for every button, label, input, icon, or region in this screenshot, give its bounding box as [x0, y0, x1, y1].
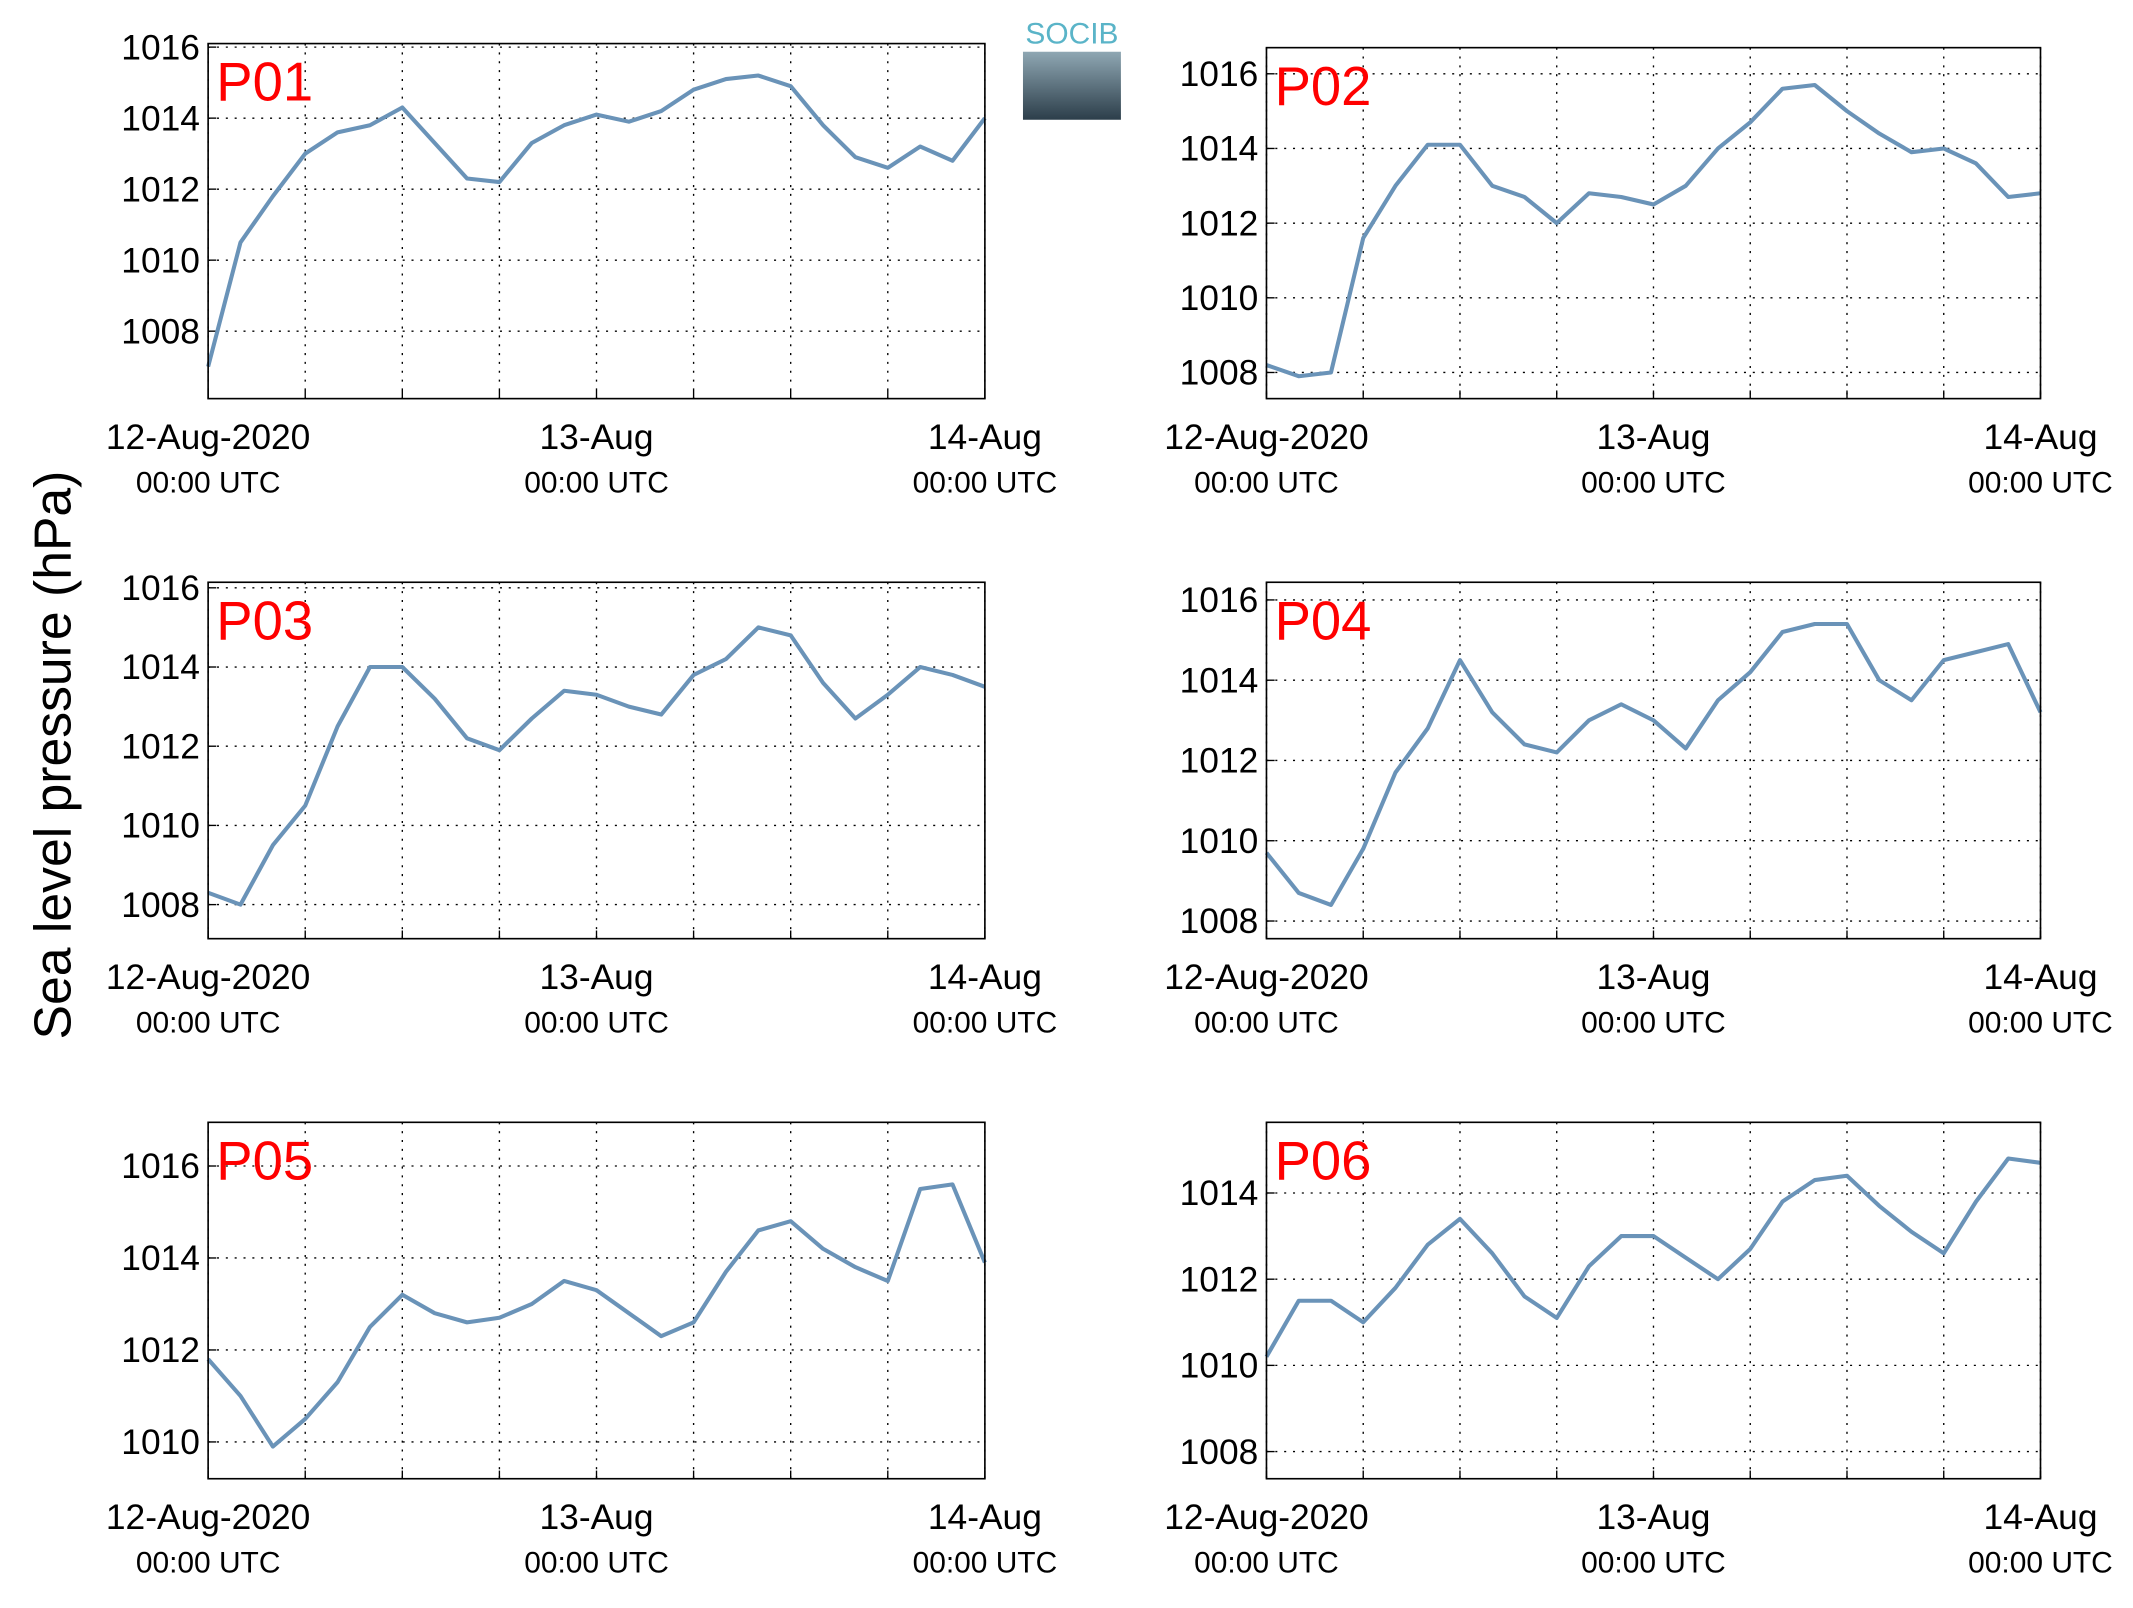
x-tick-label: 14-Aug	[928, 1498, 1042, 1537]
y-tick-label: 1010	[1180, 279, 1259, 318]
x-tick-label: 14-Aug	[928, 958, 1042, 997]
x-tick-sublabel: 00:00 UTC	[1581, 1007, 1726, 1040]
x-tick-sublabel: 00:00 UTC	[136, 1547, 281, 1580]
x-tick-sublabel: 00:00 UTC	[1968, 466, 2113, 499]
axes-frame	[207, 581, 986, 940]
y-tick-label: 1016	[121, 28, 200, 67]
x-tick-label: 12-Aug-2020	[1164, 418, 1368, 457]
x-tick-sublabel: 00:00 UTC	[1194, 1007, 1339, 1040]
y-tick-label: 1008	[1180, 902, 1259, 941]
y-tick-label: 1016	[121, 1147, 200, 1186]
y-tick-label: 1010	[1180, 1347, 1259, 1386]
x-tick-sublabel: 00:00 UTC	[913, 466, 1058, 499]
y-tick-label: 1014	[121, 1239, 200, 1278]
data-line	[206, 1182, 987, 1449]
y-tick-label: 1012	[1180, 742, 1259, 781]
x-tick-label: 14-Aug	[928, 418, 1042, 457]
data-line	[207, 625, 986, 907]
x-tick-sublabel: 00:00 UTC	[1194, 1547, 1339, 1580]
x-tick-sublabel: 00:00 UTC	[136, 1007, 281, 1040]
data-line	[1264, 621, 2043, 908]
x-tick-label: 12-Aug-2020	[106, 1498, 310, 1537]
logo-text: SOCIB	[1025, 18, 1118, 51]
y-tick-label: 1014	[1180, 661, 1259, 700]
x-tick-label: 13-Aug	[1596, 1498, 1710, 1537]
x-tick-label: 13-Aug	[539, 418, 653, 457]
y-tick-label: 1012	[121, 727, 200, 766]
x-tick-label: 13-Aug	[539, 958, 653, 997]
x-tick-label: 14-Aug	[1983, 958, 2097, 997]
panel-title: P04	[1275, 590, 1372, 651]
x-tick-sublabel: 00:00 UTC	[524, 466, 669, 499]
y-tick-label: 1008	[121, 312, 200, 351]
axes-frame	[1265, 1121, 2042, 1480]
axes-frame	[1265, 581, 2042, 940]
panel-title: P01	[216, 52, 313, 113]
y-tick-label: 1016	[1180, 55, 1259, 94]
y-tick-label: 1012	[121, 170, 200, 209]
y-tick-label: 1014	[1180, 1174, 1259, 1213]
y-tick-label: 1016	[1180, 581, 1259, 620]
y-tick-label: 1014	[121, 99, 200, 138]
x-tick-sublabel: 00:00 UTC	[1581, 1547, 1726, 1580]
x-tick-label: 12-Aug-2020	[106, 418, 310, 457]
x-tick-label: 12-Aug-2020	[106, 958, 310, 997]
x-tick-label: 13-Aug	[1596, 418, 1710, 457]
x-tick-sublabel: 00:00 UTC	[1968, 1007, 2113, 1040]
x-tick-sublabel: 00:00 UTC	[913, 1007, 1058, 1040]
y-tick-label: 1016	[121, 569, 200, 608]
y-tick-label: 1008	[1180, 354, 1259, 393]
axes-frame	[207, 42, 986, 400]
logo: SOCIB	[1022, 18, 1121, 120]
x-tick-sublabel: 00:00 UTC	[1581, 466, 1726, 499]
logo-block	[1022, 51, 1121, 120]
panel-title: P03	[216, 590, 313, 651]
x-tick-sublabel: 00:00 UTC	[524, 1547, 669, 1580]
y-tick-label: 1014	[121, 648, 200, 687]
y-tick-label: 1010	[121, 241, 200, 280]
y-tick-label: 1010	[121, 1423, 200, 1462]
x-tick-sublabel: 00:00 UTC	[524, 1007, 669, 1040]
x-tick-label: 14-Aug	[1983, 1498, 2097, 1537]
y-tick-label: 1014	[1180, 130, 1259, 169]
y-tick-label: 1008	[1180, 1433, 1259, 1472]
axes-frame	[1265, 46, 2042, 400]
x-tick-label: 12-Aug-2020	[1164, 1498, 1368, 1537]
x-tick-label: 12-Aug-2020	[1164, 958, 1368, 997]
y-tick-label: 1010	[1180, 822, 1259, 861]
x-tick-sublabel: 00:00 UTC	[136, 466, 281, 499]
axes-frame	[207, 1121, 986, 1480]
x-tick-sublabel: 00:00 UTC	[1968, 1547, 2113, 1580]
y-tick-label: 1012	[1180, 204, 1259, 243]
panel-title: P06	[1275, 1130, 1372, 1191]
x-tick-sublabel: 00:00 UTC	[1194, 466, 1339, 499]
x-tick-label: 14-Aug	[1983, 418, 2097, 457]
y-tick-label: 1012	[1180, 1260, 1259, 1299]
y-tick-label: 1010	[121, 807, 200, 846]
data-line	[1264, 1156, 2041, 1358]
y-axis-label: Sea level pressure (hPa)	[24, 471, 82, 1040]
x-tick-label: 13-Aug	[539, 1498, 653, 1537]
x-tick-label: 13-Aug	[1596, 958, 1710, 997]
y-tick-label: 1012	[121, 1331, 200, 1370]
panel-title: P02	[1275, 56, 1372, 117]
data-line	[206, 73, 987, 368]
data-line	[1265, 82, 2041, 379]
panel-title: P05	[216, 1130, 313, 1191]
y-tick-label: 1008	[121, 886, 200, 925]
x-tick-sublabel: 00:00 UTC	[913, 1547, 1058, 1580]
